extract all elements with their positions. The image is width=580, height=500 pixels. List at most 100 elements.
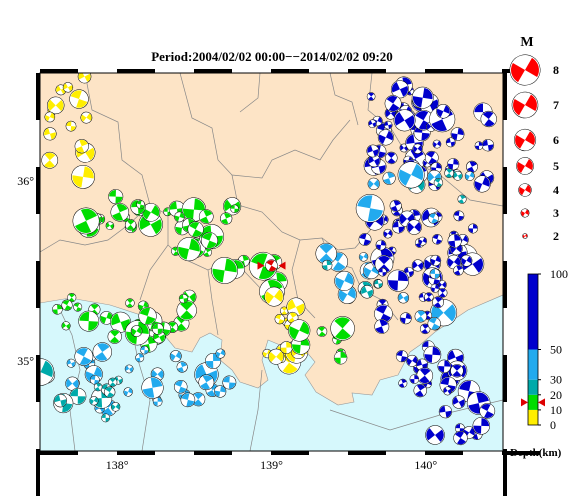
event-mechanism xyxy=(124,364,134,374)
event-mechanism xyxy=(433,178,444,188)
latitude-axis: 36° 35° xyxy=(17,174,34,368)
event-mechanism xyxy=(480,110,497,128)
event-mechanism xyxy=(230,204,239,214)
frame-tick-bottom xyxy=(502,451,540,455)
event-mechanism xyxy=(412,143,423,154)
event-mechanism xyxy=(138,306,157,326)
event-mechanism xyxy=(73,302,83,312)
event-mechanism xyxy=(74,139,89,154)
event-mechanism xyxy=(358,233,372,246)
event-mechanism xyxy=(423,345,442,364)
depth-tick-label: 30 xyxy=(550,373,562,387)
event-mechanism xyxy=(53,394,68,408)
frame-tick-bottom xyxy=(194,451,232,455)
frame-tick-bottom xyxy=(40,451,78,455)
frame-tick-left xyxy=(36,73,40,120)
event-mechanism xyxy=(43,127,57,141)
event-mechanism xyxy=(432,296,444,309)
event-mechanism xyxy=(135,353,145,363)
event-mechanism xyxy=(321,259,333,271)
event-mechanism xyxy=(80,111,93,124)
event-mechanism xyxy=(187,221,204,238)
frame-tick-top xyxy=(425,69,463,73)
event-mechanism xyxy=(169,350,182,363)
event-mechanism xyxy=(110,311,131,333)
event-mechanism xyxy=(389,199,402,212)
event-mechanism xyxy=(366,144,380,158)
depth-tick-label: 100 xyxy=(550,267,568,281)
event-mechanism xyxy=(453,210,465,222)
depth-tick-label: 20 xyxy=(550,388,562,402)
magnitude-legend-label: 6 xyxy=(553,133,559,147)
event-mechanism xyxy=(130,325,143,337)
event-mechanism xyxy=(464,170,475,181)
event-mechanism xyxy=(395,350,408,363)
depth-band xyxy=(528,349,538,380)
event-mechanism xyxy=(374,304,393,324)
event-mechanism xyxy=(377,129,394,146)
event-mechanism xyxy=(397,292,410,304)
event-mechanism xyxy=(41,151,59,169)
event-mechanism xyxy=(375,239,387,251)
event-mechanism xyxy=(61,321,71,331)
event-mechanism xyxy=(124,219,137,231)
event-mechanism xyxy=(151,322,164,335)
depth-band xyxy=(528,394,538,410)
event-mechanism xyxy=(108,377,118,387)
event-mechanism xyxy=(399,312,412,325)
event-mechanism xyxy=(386,269,410,292)
x-tick-label: 139° xyxy=(260,458,283,472)
event-mechanism xyxy=(398,378,408,388)
event-mechanism xyxy=(286,297,306,317)
event-mechanism xyxy=(481,139,495,152)
frame-tick-right xyxy=(503,73,507,120)
event-mechanism xyxy=(220,212,233,225)
frame-tick-left xyxy=(36,355,40,402)
event-mechanism xyxy=(468,223,478,234)
highlight-event xyxy=(257,259,286,272)
magnitude-legend-label: 8 xyxy=(553,63,559,77)
event-mechanism xyxy=(315,242,337,265)
event-mechanism xyxy=(438,405,453,419)
event-mechanism xyxy=(330,316,355,341)
event-mechanism xyxy=(452,395,466,409)
event-mechanism xyxy=(413,383,427,398)
event-mechanism xyxy=(418,236,428,246)
frame-tick-right xyxy=(503,449,507,496)
highlight-arrow-right xyxy=(278,261,286,270)
event-mechanism xyxy=(125,298,135,308)
event-mechanism xyxy=(92,342,112,362)
event-mechanism xyxy=(429,254,442,267)
event-mechanism xyxy=(268,348,285,365)
magnitude-legend-label: 5 xyxy=(553,159,559,173)
x-tick-label: 138° xyxy=(106,458,129,472)
event-mechanism xyxy=(355,193,385,223)
magnitude-legend-label: 4 xyxy=(553,183,559,197)
event-mechanism xyxy=(474,141,484,151)
event-mechanism xyxy=(136,200,145,209)
event-mechanism xyxy=(191,392,206,407)
depth-marker-left xyxy=(521,398,528,407)
event-mechanism xyxy=(123,387,133,397)
event-mechanism xyxy=(437,359,451,374)
frame-tick-bottom xyxy=(348,451,386,455)
event-mechanism xyxy=(374,319,390,334)
event-mechanism xyxy=(450,364,464,378)
frame-tick-left xyxy=(36,449,40,496)
event-mechanism xyxy=(460,254,473,267)
event-mechanism xyxy=(211,257,239,284)
event-mechanism xyxy=(429,268,441,280)
depth-band xyxy=(528,274,538,350)
event-mechanism xyxy=(200,232,218,250)
frame-tick-top xyxy=(117,69,155,73)
event-mechanism xyxy=(74,347,94,366)
event-mechanism xyxy=(78,310,100,332)
event-mechanism xyxy=(65,120,77,132)
event-mechanism xyxy=(71,165,95,189)
event-mechanism xyxy=(198,374,215,391)
event-mechanism xyxy=(67,293,77,303)
event-mechanism xyxy=(367,177,380,190)
event-mechanism xyxy=(409,374,420,384)
event-mechanism xyxy=(373,279,383,289)
